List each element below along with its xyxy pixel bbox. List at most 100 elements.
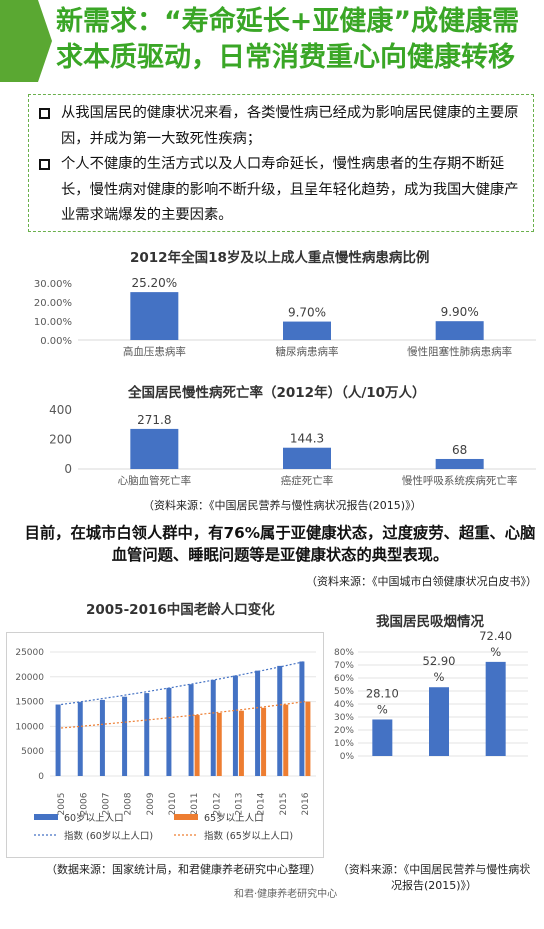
category-label: 糖尿病患病率 (276, 345, 339, 358)
y-tick-label: 25000 (15, 648, 44, 658)
data-label: 9.90% (441, 305, 479, 319)
y-tick-label: 0.00% (40, 336, 72, 347)
chart4-source: （资料来源：《中国居民营养与慢性病状况报告(2015)》） (334, 862, 534, 894)
y-tick-label: 400 (49, 403, 72, 417)
x-tick-label: 2010 (168, 792, 178, 815)
chart2-mortality: 0 200 400 271.8 心脑血管死亡率 144.3 癌症死亡率 68 慢性呼吸系统疾病死… (49, 403, 536, 487)
bullet-item: 个人不健康的生活方式以及人口寿命延长，慢性病患者的生存期不断延长，慢性病对健康的… (37, 152, 525, 229)
bar (130, 292, 179, 340)
legend-trend-60plus-label: 指数 (60岁以上人口) (64, 830, 153, 842)
statement-source: （资料来源：《中国城市白领健康状况白皮书》） (306, 575, 537, 588)
legend-trend-65plus-label: 指数 (65岁以上人口) (204, 830, 293, 842)
y-tick-label: 15000 (15, 698, 44, 708)
y-tick-label: 20.00% (34, 298, 72, 309)
bar (130, 428, 179, 469)
x-tick-label: 2011 (190, 793, 200, 816)
y-tick-label: 20000 (15, 673, 44, 683)
bar-60plus (188, 684, 194, 776)
bar-65plus (216, 712, 222, 776)
slide-title: 新需求：“寿命延长+亚健康”成健康需 求本质驱动，日常消费重心向健康转移 (56, 4, 544, 76)
y-tick-label: 70% (334, 661, 354, 671)
header-accent-bar (0, 0, 38, 82)
data-label: 271.8 (137, 413, 171, 427)
y-tick-label: 10% (334, 739, 354, 749)
x-tick-label: 2013 (234, 793, 244, 816)
data-label-value: 52.90 (423, 654, 456, 668)
slide-title-line2: 求本质驱动，日常消费重心向健康转移 (56, 42, 515, 73)
bar (429, 687, 449, 756)
x-tick-label: 2008 (124, 792, 134, 815)
y-tick-label: 60% (334, 674, 354, 684)
chart4-smoking: 0% 10% 20% 30% 40% 50% 60% 70% 80% 28.10% 52.90% 72… (334, 629, 528, 760)
page-number: 4 (522, 862, 529, 873)
data-label: 9.70% (288, 306, 326, 320)
bar-65plus (305, 701, 311, 776)
chart3-aging-population: 0 5000 10000 15000 20000 25000 2005 2006 2007 200… (6, 632, 324, 858)
y-tick-label: 200 (49, 433, 72, 447)
y-tick-label: 10.00% (34, 317, 72, 328)
bar (435, 458, 484, 469)
chart4-source-text: （资料来源：《中国居民营养与慢性病状况报告(2015)》） (337, 863, 531, 892)
bar-60plus (77, 702, 83, 776)
chart2-title: 全国居民慢性病死亡率（2012年）（人/10万人） (128, 385, 426, 401)
bar-60plus (232, 675, 238, 776)
subhealth-statement: 目前，在城市白领人群中，有76%属于亚健康状态，过度疲劳、超重、心脑血管问题、睡… (24, 524, 536, 564)
chart1-prevalence: 0.00% 10.00% 20.00% 30.00% 25.20% 高血压患病率 9.70%… (34, 276, 536, 358)
trendline-65plus (61, 701, 305, 729)
bar (283, 447, 331, 469)
x-tick-label: 2015 (279, 793, 289, 816)
data-label-unit: % (490, 645, 501, 659)
legend-60plus-swatch (34, 814, 58, 820)
y-tick-label: 20% (334, 726, 354, 736)
x-tick-label: 2014 (257, 792, 267, 815)
y-tick-label: 0 (38, 772, 44, 782)
bullet-item: 从我国居民的健康状况来看，各类慢性病已经成为影响居民健康的主要原因，并成为第一大… (37, 101, 525, 152)
data-label-unit: % (434, 670, 445, 684)
y-tick-label: 5000 (21, 747, 44, 757)
chart1-title: 2012年全国18岁及以上成人重点慢性病患病比例 (130, 250, 430, 266)
y-tick-label: 80% (334, 648, 354, 658)
bar-60plus (99, 699, 105, 776)
x-tick-label: 2007 (101, 793, 111, 816)
y-tick-label: 30% (334, 713, 354, 723)
bar-65plus (194, 715, 200, 776)
category-label: 癌症死亡率 (281, 474, 334, 487)
bar-60plus (210, 679, 216, 776)
y-tick-label: 40% (334, 700, 354, 710)
bar-65plus (261, 707, 267, 776)
data-label-unit: % (377, 702, 388, 716)
data-label-value: 72.40 (479, 629, 512, 643)
bullet-text: 从我国居民的健康状况来看，各类慢性病已经成为影响居民健康的主要原因，并成为第一大… (61, 105, 519, 147)
bar (283, 321, 331, 340)
chart-frame (6, 632, 324, 858)
legend-65plus-swatch (174, 814, 198, 820)
slide-header: 新需求：“寿命延长+亚健康”成健康需 求本质驱动，日常消费重心向健康转移 (0, 0, 544, 82)
bar (372, 719, 393, 756)
category-label: 慢性阻塞性肺病患病率 (407, 345, 512, 358)
bar-65plus (238, 710, 244, 776)
bar-60plus (255, 670, 261, 776)
x-tick-label: 2016 (301, 792, 311, 815)
bullet-text: 个人不健康的生活方式以及人口寿命延长，慢性病患者的生存期不断延长，慢性病对健康的… (61, 156, 519, 223)
square-bullet-icon (39, 108, 50, 119)
legend-65plus-label: 65岁以上人口 (204, 812, 264, 824)
chart2-source: （资料来源：《中国居民营养与慢性病状况报告(2015)》） (143, 499, 422, 512)
x-tick-label: 2012 (212, 793, 222, 816)
summary-box: 从我国居民的健康状况来看，各类慢性病已经成为影响居民健康的主要原因，并成为第一大… (28, 94, 534, 232)
bar (485, 661, 506, 756)
data-label: 68 (452, 443, 467, 457)
y-tick-label: 30.00% (34, 279, 72, 290)
x-tick-label: 2005 (57, 793, 67, 816)
data-label: 25.20% (131, 276, 177, 290)
header-accent-arrow (38, 0, 52, 82)
chart4-title: 我国居民吸烟情况 (376, 614, 484, 630)
bar (435, 321, 484, 340)
x-tick-label: 2009 (146, 792, 156, 815)
y-tick-label: 0% (340, 752, 355, 760)
chart3-source-text: （数据来源：国家统计局，和君健康养老研究中心整理） (46, 863, 321, 876)
chart3-source: （数据来源：国家统计局，和君健康养老研究中心整理） (46, 862, 321, 878)
bar-60plus (144, 693, 150, 776)
bar-60plus (122, 696, 128, 776)
data-label-value: 28.10 (366, 686, 399, 700)
bar-65plus (283, 704, 289, 776)
